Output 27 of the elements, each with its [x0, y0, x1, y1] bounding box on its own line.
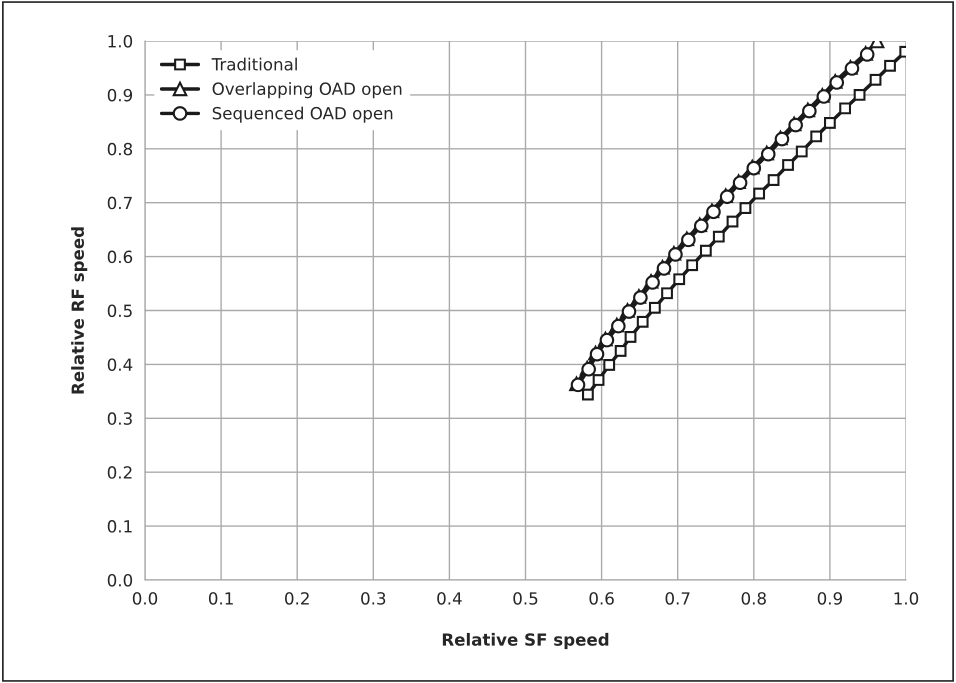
- x-axis-title: Relative SF speed: [442, 632, 608, 650]
- legend-label: Sequenced OAD open: [212, 106, 392, 123]
- y-tick-label: 0.1: [108, 520, 132, 533]
- y-tick-label: 0.0: [108, 574, 132, 587]
- x-tick-label: 0.5: [513, 592, 538, 605]
- y-tick-label: 0.4: [108, 358, 132, 371]
- y-axis-title: Relative RF speed: [71, 227, 88, 394]
- x-tick-label: 0.9: [818, 592, 842, 605]
- x-tick-label: 1.0: [894, 592, 918, 605]
- y-tick-label: 0.7: [108, 196, 132, 210]
- x-tick-label: 0.3: [361, 592, 386, 605]
- x-tick-label: 0.6: [589, 592, 614, 605]
- x-tick-label: 0.4: [437, 592, 462, 605]
- x-tick-label: 0.1: [208, 592, 233, 605]
- y-tick-label: 0.5: [108, 304, 132, 318]
- y-tick-label: 0.9: [108, 88, 132, 102]
- y-tick-label: 0.3: [108, 412, 132, 425]
- x-tick-label: 0.8: [742, 592, 766, 605]
- y-tick-label: 1.0: [108, 34, 132, 48]
- y-tick-label: 0.2: [108, 466, 132, 479]
- x-tick-label: 0.0: [132, 592, 158, 605]
- y-tick-label: 0.8: [108, 142, 132, 156]
- legend-label: Traditional: [212, 58, 297, 71]
- x-tick-label: 0.2: [285, 592, 309, 605]
- y-tick-label: 0.6: [108, 250, 132, 264]
- x-tick-label: 0.7: [666, 592, 690, 605]
- legend-label: Overlapping OAD open: [212, 82, 402, 98]
